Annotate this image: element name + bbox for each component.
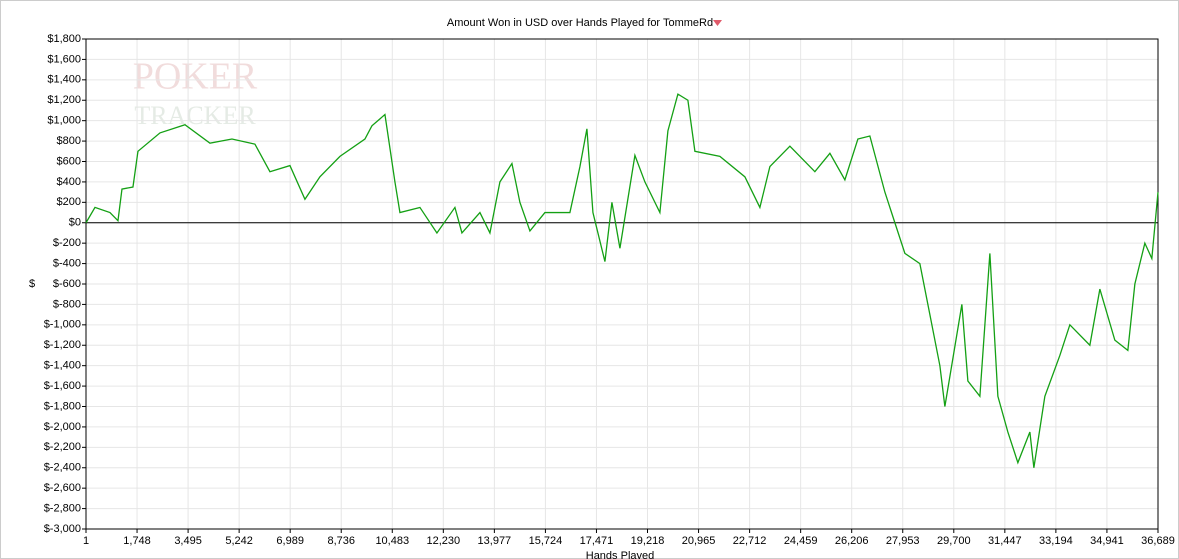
- x-tick-label: 1,748: [123, 535, 151, 547]
- y-tick-label: $-1,800: [44, 400, 81, 412]
- x-tick-label: 34,941: [1090, 535, 1124, 547]
- x-tick-label: 3,495: [174, 535, 202, 547]
- y-tick-label: $-1,400: [44, 360, 81, 372]
- y-tick-label: $-800: [53, 298, 81, 310]
- y-tick-label: $600: [57, 155, 81, 167]
- y-tick-label: $-200: [53, 237, 81, 249]
- y-tick-label: $-2,000: [44, 421, 81, 433]
- y-tick-label: $800: [57, 135, 81, 147]
- x-tick-label: 27,953: [886, 535, 920, 547]
- y-tick-label: $400: [57, 176, 81, 188]
- x-tick-label: 10,483: [375, 535, 409, 547]
- x-tick-label: 24,459: [784, 535, 818, 547]
- x-tick-label: 22,712: [733, 535, 767, 547]
- x-tick-label: 29,700: [937, 535, 971, 547]
- y-tick-label: $-2,800: [44, 502, 81, 514]
- y-tick-label: $1,200: [47, 94, 81, 106]
- chart-title: Amount Won in USD over Hands Played for …: [447, 17, 713, 29]
- y-tick-label: $-2,200: [44, 441, 81, 453]
- y-tick-label: $-2,400: [44, 462, 81, 474]
- x-tick-label: 8,736: [327, 535, 355, 547]
- x-axis-label: Hands Played: [586, 550, 655, 559]
- y-tick-label: $-400: [53, 257, 81, 269]
- x-tick-label: 33,194: [1039, 535, 1073, 547]
- y-tick-label: $-2,600: [44, 482, 81, 494]
- y-tick-label: $-3,000: [44, 523, 81, 535]
- x-tick-label: 5,242: [225, 535, 253, 547]
- x-tick-label: 12,230: [426, 535, 460, 547]
- y-tick-label: $-1,600: [44, 380, 81, 392]
- y-tick-label: $1,600: [47, 53, 81, 65]
- y-tick-label: $1,000: [47, 115, 81, 127]
- x-tick-label: 15,724: [529, 535, 563, 547]
- y-tick-label: $200: [57, 196, 81, 208]
- y-axis-label: $: [29, 278, 35, 290]
- x-tick-label: 1: [83, 535, 89, 547]
- y-tick-label: $-1,000: [44, 319, 81, 331]
- x-tick-label: 19,218: [631, 535, 665, 547]
- x-tick-label: 13,977: [478, 535, 512, 547]
- line: [85, 93, 1159, 468]
- x-tick-label: 36,689: [1141, 535, 1175, 547]
- x-tick-label: 6,989: [276, 535, 304, 547]
- x-tick-label: 17,471: [580, 535, 614, 547]
- y-tick-label: $1,400: [47, 74, 81, 86]
- plot-area: [85, 38, 1159, 530]
- y-tick-label: $-1,200: [44, 339, 81, 351]
- x-tick-label: 20,965: [682, 535, 716, 547]
- y-tick-label: $1,800: [47, 33, 81, 45]
- title-icon: [713, 20, 722, 26]
- watermark: TRACKER: [134, 101, 256, 130]
- y-tick-label: $-600: [53, 278, 81, 290]
- y-tick-label: $0: [69, 217, 81, 229]
- watermark: POKER: [133, 56, 258, 98]
- x-tick-label: 26,206: [835, 535, 869, 547]
- x-tick-label: 31,447: [988, 535, 1022, 547]
